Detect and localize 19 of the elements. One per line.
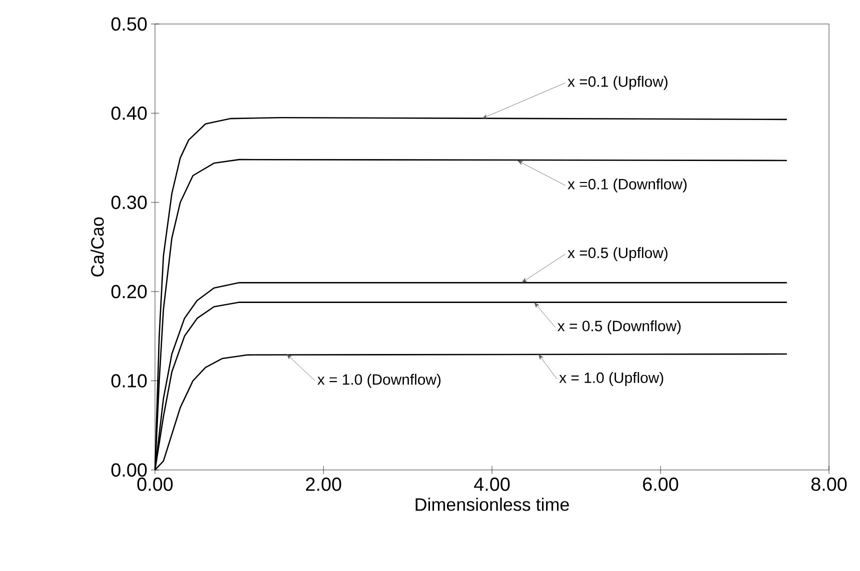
annotation: x =0.1 (Downflow) (568, 178, 687, 192)
annotation: x = 1.0 (Upflow) (559, 372, 664, 386)
annotation: x =0.1 (Upflow) (568, 76, 668, 90)
y-tick-label: 0.20 (111, 284, 147, 298)
y-tick-label: 0.10 (111, 374, 147, 388)
x-tick-label: 4.00 (474, 478, 510, 491)
y-tick-label: 0.50 (111, 17, 147, 31)
y-tick-label: 0.40 (111, 106, 147, 120)
annotation: x = 1.0 (Downflow) (317, 374, 440, 388)
x-tick-label: 6.00 (643, 478, 678, 491)
y-tick-label: 0.30 (111, 196, 147, 210)
x-tick-label: 0.00 (137, 478, 173, 491)
annotation: x = 0.5 (Downflow) (558, 320, 681, 334)
y-axis-title: Ca/Cao (90, 217, 104, 276)
annotation: x =0.5 (Upflow) (568, 247, 668, 262)
x-tick-label: 2.00 (306, 478, 342, 491)
y-tick-label: 0.00 (111, 463, 147, 477)
x-axis-title: Dimensionless time (416, 498, 569, 511)
x-tick-label: 8.00 (811, 478, 847, 491)
